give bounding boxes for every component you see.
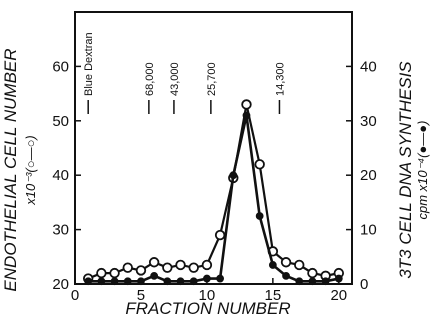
y-left-axis-subtitle: x10⁻³(○—○)	[23, 135, 38, 206]
mw-marker-label: 14,300	[274, 62, 286, 96]
mw-marker: Blue Dextran	[83, 32, 95, 114]
mw-marker-label: 43,000	[169, 62, 181, 96]
data-point-filled	[203, 274, 211, 283]
data-point-filled	[176, 277, 185, 286]
data-point-open	[294, 259, 305, 271]
x-tick-label: 10	[199, 287, 216, 304]
data-point-open	[307, 267, 318, 279]
y-right-tick-label: 40	[360, 58, 377, 75]
data-point-open	[254, 159, 265, 170]
series-line	[88, 115, 340, 283]
plot-frame	[74, 11, 353, 285]
data-point-filled	[229, 171, 238, 180]
data-point-filled	[123, 277, 132, 286]
data-point-filled	[137, 277, 145, 286]
y-left-axis-title: ENDOTHELIAL CELL NUMBER	[1, 48, 20, 291]
y-right-tick-label: 30	[360, 113, 377, 130]
mw-marker: 43,000	[169, 62, 181, 114]
y-left-tick-label: 50	[52, 113, 69, 130]
y-right-tick-label: 20	[360, 167, 377, 184]
y-right-axis-subtitle: cpm x10⁻⁴(●—●)	[415, 121, 430, 220]
data-point-filled	[110, 277, 119, 286]
y-left-tick-label: 30	[52, 222, 69, 239]
y-left-axis-ticks: 20 30 40 50 60	[52, 58, 81, 293]
data-point-filled	[84, 277, 93, 286]
data-point-open	[175, 259, 186, 271]
data-point-filled	[334, 274, 343, 283]
data-point-open	[214, 229, 226, 241]
data-point-filled	[163, 277, 172, 286]
x-tick-label: 20	[330, 287, 347, 304]
data-point-open	[96, 267, 107, 279]
data-point-open	[241, 99, 252, 110]
series-filled-circles	[84, 111, 343, 286]
mw-marker: 25,700	[206, 62, 218, 114]
data-point-filled	[216, 274, 224, 283]
data-point-filled	[282, 271, 290, 280]
mw-marker: 14,300	[274, 62, 286, 114]
data-point-filled	[295, 277, 304, 286]
series-line	[87, 104, 340, 280]
data-point-filled	[268, 261, 277, 269]
y-right-axis-title: 3T3 CELL DNA SYNTHESIS	[396, 61, 415, 279]
mw-marker-label: 25,700	[206, 62, 218, 96]
y-left-tick-label: 60	[52, 58, 69, 75]
data-point-filled	[242, 111, 251, 120]
data-point-open	[280, 257, 292, 268]
y-left-tick-label: 40	[52, 167, 69, 184]
mw-marker: 68,000	[144, 62, 156, 114]
data-point-open	[109, 267, 120, 279]
data-point-open	[188, 262, 199, 273]
molecular-weight-markers: Blue Dextran 68,000 43,000 25,700 14,300	[83, 32, 286, 114]
y-left-tick-label: 20	[52, 276, 69, 293]
data-point-open	[135, 265, 147, 276]
mw-marker-label: 68,000	[144, 62, 156, 96]
data-point-filled	[255, 212, 264, 220]
data-point-filled	[308, 277, 317, 286]
plot-border	[74, 11, 353, 285]
series-group	[82, 99, 345, 286]
data-point-open	[201, 259, 213, 271]
data-point-open	[148, 257, 160, 268]
y-right-tick-label: 0	[360, 276, 368, 293]
x-tick-label: 15	[265, 287, 282, 304]
data-point-filled	[97, 277, 106, 286]
x-tick-label: 5	[137, 287, 145, 304]
y-right-tick-label: 10	[360, 222, 377, 239]
mw-marker-label: Blue Dextran	[83, 32, 95, 96]
data-point-open	[122, 262, 133, 273]
x-axis-ticks: 0 5 10 15 20	[71, 278, 347, 304]
data-point-filled	[321, 277, 330, 286]
data-point-filled	[150, 271, 159, 280]
y-right-axis-ticks: 0 10 20 30 40	[346, 58, 377, 293]
series-open-circles	[82, 99, 345, 284]
x-tick-label: 0	[71, 287, 79, 304]
x-axis-title: FRACTION NUMBER	[125, 299, 290, 318]
data-point-filled	[189, 277, 198, 286]
data-point-open	[162, 262, 173, 273]
